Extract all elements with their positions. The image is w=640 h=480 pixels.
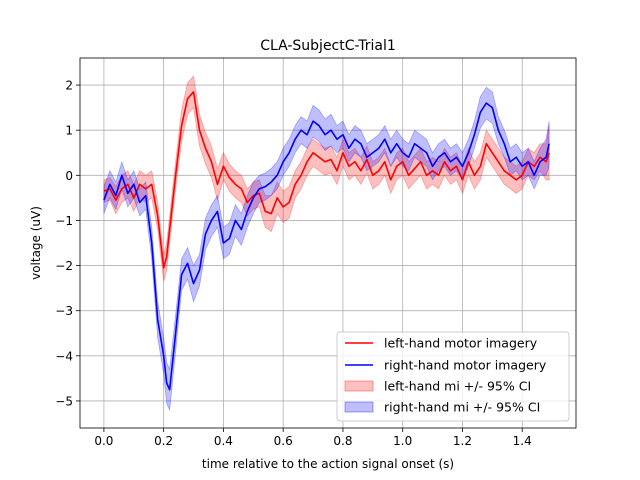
- ci-band-left: [103, 75, 550, 282]
- x-tick-label: 0.2: [154, 434, 173, 448]
- legend-box: [336, 331, 570, 422]
- y-tick-label: −4: [55, 349, 73, 363]
- legend-swatch-right-ci: [344, 401, 374, 413]
- y-tick-label: 1: [65, 124, 73, 138]
- x-tick-label: 0.8: [333, 434, 352, 448]
- x-tick-label: 0.0: [94, 434, 113, 448]
- y-tick-label: −2: [55, 259, 73, 273]
- legend-label-right-ci: right-hand mi +/- 95% CI: [384, 400, 540, 415]
- x-tick-label: 0.4: [214, 434, 233, 448]
- series-lines: [103, 91, 550, 391]
- legend-swatch-left-ci: [344, 380, 374, 392]
- legend-label-right-line: right-hand motor imagery: [384, 358, 547, 373]
- y-axis-ticks: −5 −4 −3 −2 −1 0 1 2: [55, 79, 80, 408]
- y-tick-label: −5: [55, 394, 73, 408]
- x-tick-label: 1.0: [393, 434, 412, 448]
- x-tick-label: 1.4: [513, 434, 532, 448]
- plot-frame: [79, 57, 577, 429]
- ci-band-right: [103, 86, 550, 412]
- x-tick-label: 0.6: [274, 434, 293, 448]
- legend: left-hand motor imagery right-hand motor…: [336, 331, 570, 422]
- y-tick-label: −3: [55, 304, 73, 318]
- y-tick-label: 0: [65, 169, 73, 183]
- ci-bands: [103, 75, 550, 412]
- series-line-left: [103, 91, 550, 269]
- y-tick-label: 2: [65, 79, 73, 93]
- legend-label-left-ci: left-hand mi +/- 95% CI: [384, 379, 531, 394]
- y-tick-label: −1: [55, 214, 73, 228]
- legend-label-left-line: left-hand motor imagery: [384, 336, 538, 351]
- x-axis-ticks: 0.0 0.2 0.4 0.6 0.8 1.0 1.2 1.4: [94, 428, 532, 448]
- y-axis-label: voltage (uV): [29, 206, 43, 280]
- x-axis-label: time relative to the action signal onset…: [202, 457, 454, 471]
- series-line-right: [103, 102, 550, 391]
- x-tick-label: 1.2: [453, 434, 472, 448]
- chart-title: CLA-SubjectC-Trial1: [260, 38, 396, 54]
